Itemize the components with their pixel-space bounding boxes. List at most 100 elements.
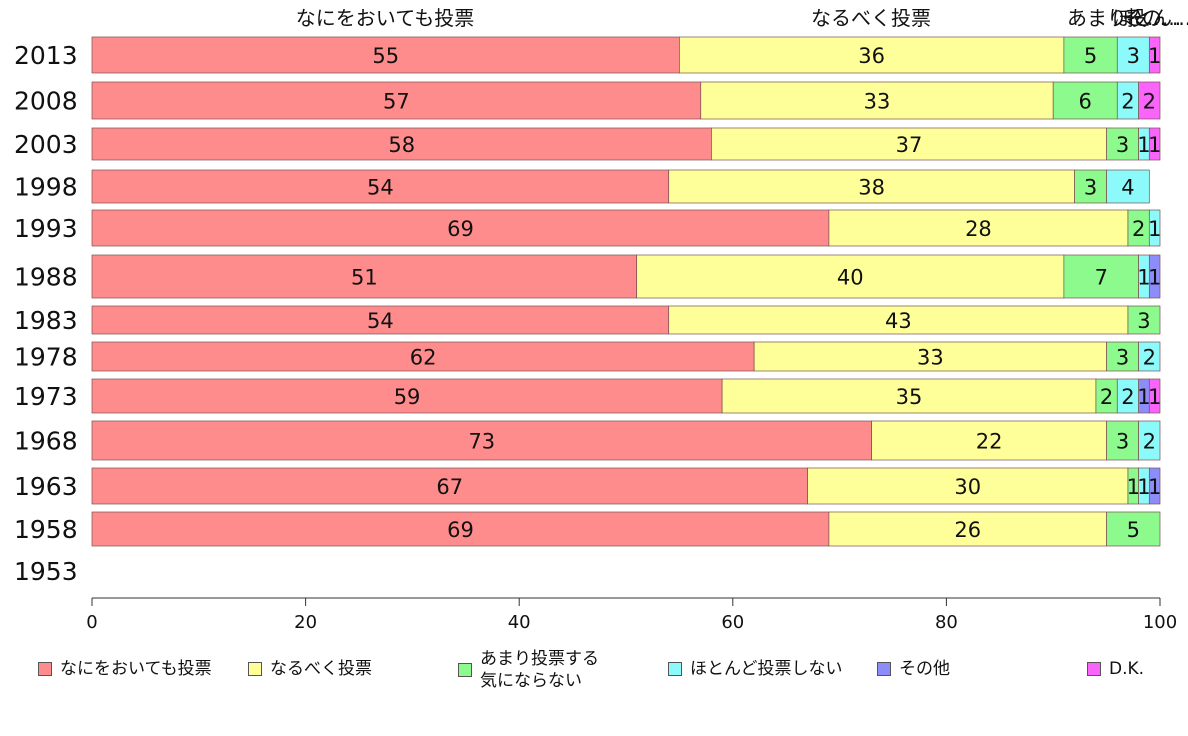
top-series-label: あまり投... bbox=[1067, 6, 1166, 30]
data-label: 2 bbox=[1143, 430, 1156, 454]
x-tick-label: 0 bbox=[86, 612, 97, 633]
bar-segment bbox=[91, 467, 808, 505]
data-label: 69 bbox=[447, 217, 474, 241]
data-label: 2 bbox=[1100, 385, 1113, 409]
legend-swatch bbox=[248, 662, 262, 676]
data-label: 3 bbox=[1116, 346, 1129, 370]
bar-segment bbox=[1138, 341, 1161, 372]
bar-segment bbox=[91, 81, 702, 120]
x-tick-label: 20 bbox=[294, 612, 317, 633]
bar-segment bbox=[91, 127, 712, 161]
bar-segment bbox=[668, 169, 1075, 204]
data-label: 51 bbox=[351, 266, 378, 290]
data-label: 33 bbox=[864, 90, 891, 114]
year-label: 1953 bbox=[14, 557, 78, 586]
bar-segment bbox=[91, 305, 670, 335]
legend-swatch bbox=[38, 662, 52, 676]
data-label: 1 bbox=[1148, 385, 1161, 409]
year-label: 1973 bbox=[14, 382, 78, 411]
data-label: 69 bbox=[447, 518, 474, 542]
bar-segment bbox=[828, 511, 1107, 547]
bar-segment bbox=[1148, 127, 1161, 161]
legend-label: その他 bbox=[899, 659, 950, 679]
bar-segment bbox=[91, 378, 723, 414]
data-label: 3 bbox=[1127, 44, 1140, 68]
legend-item: なにをおいても投票 bbox=[38, 658, 212, 680]
bar-segment bbox=[711, 127, 1107, 161]
bar-segment bbox=[807, 467, 1129, 505]
data-label: 4 bbox=[1121, 176, 1134, 200]
legend-label: D.K. bbox=[1109, 659, 1145, 679]
bar-segment bbox=[1106, 169, 1150, 204]
legend-label: あまり投票する 気にならない bbox=[480, 649, 599, 691]
legend-swatch bbox=[458, 663, 472, 677]
bar-segment bbox=[1106, 511, 1161, 547]
top-series-label: なるべく投票 bbox=[811, 6, 931, 30]
x-tick-label: 80 bbox=[935, 612, 958, 633]
data-label: 1 bbox=[1127, 475, 1140, 499]
legend-label: なにをおいても投票 bbox=[60, 659, 212, 679]
legend-label: ほとんど投票しない bbox=[690, 659, 843, 679]
data-label: 3 bbox=[1116, 430, 1129, 454]
bar-segment bbox=[1148, 209, 1161, 247]
year-label: 1958 bbox=[14, 515, 78, 544]
x-tick-label: 40 bbox=[508, 612, 531, 633]
data-label: 1 bbox=[1137, 385, 1150, 409]
x-axis: 0 20 40 60 80 100 bbox=[86, 597, 1177, 633]
data-label: 43 bbox=[885, 309, 912, 333]
year-label: 1983 bbox=[14, 306, 78, 335]
bar-segment bbox=[700, 81, 1054, 120]
bar-segment bbox=[1052, 81, 1118, 120]
top-series-label: なにをおいても投票 bbox=[296, 6, 474, 30]
data-label: 54 bbox=[367, 176, 394, 200]
data-label: 5 bbox=[1084, 44, 1097, 68]
legend-item: あまり投票する 気にならない bbox=[458, 648, 599, 692]
year-labels: 2013 2008 2003 1998 1993 1988 1983 1978 1973 1968… bbox=[14, 41, 78, 586]
data-label: 54 bbox=[367, 309, 394, 333]
bar-segment bbox=[91, 341, 755, 372]
year-label: 1978 bbox=[14, 343, 78, 372]
data-label: 67 bbox=[436, 475, 463, 499]
data-label: 59 bbox=[394, 385, 421, 409]
data-label: 1 bbox=[1148, 475, 1161, 499]
data-label: 1 bbox=[1137, 266, 1150, 290]
data-label: 62 bbox=[410, 346, 437, 370]
legend-item: D.K. bbox=[1087, 658, 1144, 680]
year-label: 1968 bbox=[14, 427, 78, 456]
data-label: 55 bbox=[372, 44, 399, 68]
data-label: 1 bbox=[1148, 44, 1161, 68]
bar-segment bbox=[1063, 254, 1139, 299]
bar-segment bbox=[91, 254, 638, 299]
bar-segment bbox=[1074, 169, 1107, 204]
data-label: 1 bbox=[1148, 217, 1161, 241]
data-label: 26 bbox=[954, 518, 981, 542]
data-label: 57 bbox=[383, 90, 410, 114]
bar-segment bbox=[1116, 36, 1150, 74]
data-label: 2 bbox=[1121, 385, 1134, 409]
bar-segment bbox=[1138, 420, 1161, 461]
top-series-label: その... bbox=[1122, 6, 1181, 30]
legend-item: なるべく投票 bbox=[248, 658, 372, 680]
data-label: 2 bbox=[1143, 346, 1156, 370]
bar-segment bbox=[721, 378, 1097, 414]
year-label: 1998 bbox=[14, 173, 78, 202]
data-label: 58 bbox=[388, 133, 415, 157]
bar-segment bbox=[1148, 254, 1161, 299]
year-label: 1993 bbox=[14, 214, 78, 243]
year-label: 1988 bbox=[14, 263, 78, 292]
top-series-labels: なにをおいても投票 なるべく投票 あまり投...ほとん...その... bbox=[296, 6, 1188, 30]
year-label: 2008 bbox=[14, 87, 78, 116]
data-label: 28 bbox=[965, 217, 992, 241]
data-label: 37 bbox=[896, 133, 923, 157]
data-label: 22 bbox=[976, 430, 1003, 454]
data-label: 3 bbox=[1116, 133, 1129, 157]
data-label: 40 bbox=[837, 266, 864, 290]
data-label: 35 bbox=[896, 385, 923, 409]
data-label: 1 bbox=[1148, 133, 1161, 157]
top-series-label: ほとん... bbox=[1112, 6, 1188, 30]
bar-segment bbox=[91, 36, 680, 74]
legend-label: なるべく投票 bbox=[270, 659, 372, 679]
data-label: 1 bbox=[1148, 266, 1161, 290]
